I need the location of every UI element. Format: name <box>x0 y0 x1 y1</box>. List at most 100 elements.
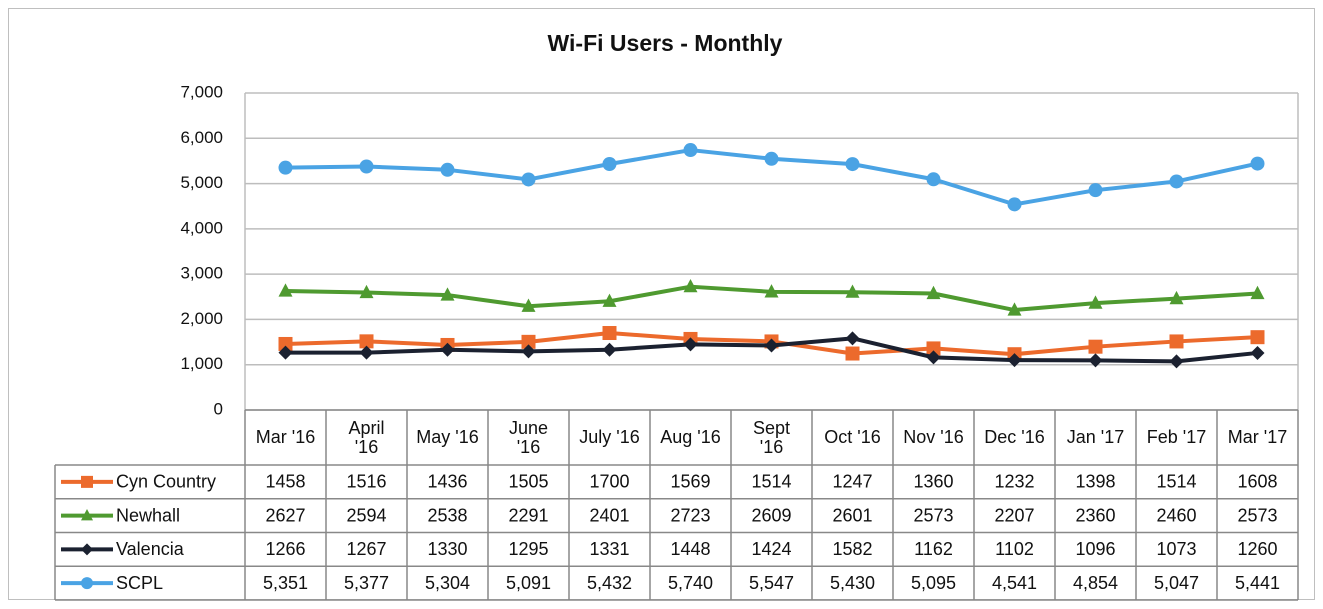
table-value: 1569 <box>670 472 710 492</box>
table-value: 2601 <box>832 505 872 525</box>
marker <box>521 298 536 312</box>
table-value: 4,854 <box>1073 573 1118 593</box>
marker <box>1250 285 1265 300</box>
x-tick-label: Jan '17 <box>1066 427 1125 447</box>
x-tick-label: Nov '16 <box>903 427 964 447</box>
legend-label: Cyn Country <box>116 472 216 492</box>
table-value: 1516 <box>346 472 386 492</box>
table-value: 1266 <box>265 539 305 559</box>
x-tick-label: Aug '16 <box>660 427 721 447</box>
table-value: 1582 <box>832 539 872 559</box>
marker <box>1088 353 1103 368</box>
marker <box>683 337 698 352</box>
table-value: 5,304 <box>425 573 470 593</box>
marker <box>926 341 941 356</box>
table-value: 1162 <box>914 539 953 559</box>
table-value: 5,095 <box>911 573 956 593</box>
table-value: 1448 <box>670 539 710 559</box>
table-value: 1247 <box>832 472 872 492</box>
table-value: 5,377 <box>344 573 389 593</box>
marker <box>1250 330 1265 345</box>
marker <box>521 172 536 187</box>
table-value: 2538 <box>427 505 467 525</box>
table-value: 5,351 <box>263 573 308 593</box>
table-value: 4,541 <box>992 573 1037 593</box>
marker <box>81 543 93 556</box>
marker <box>1007 353 1022 368</box>
table-value: 1331 <box>589 539 629 559</box>
y-tick-label: 5,000 <box>180 173 223 192</box>
marker <box>926 172 941 187</box>
x-tick-label: Feb '17 <box>1146 427 1207 447</box>
marker <box>1088 339 1103 354</box>
marker <box>683 143 698 158</box>
marker <box>81 509 93 521</box>
table-value: 2360 <box>1075 505 1115 525</box>
table-value: 1232 <box>994 472 1034 492</box>
table-value: 1096 <box>1075 539 1115 559</box>
legend-label: SCPL <box>116 573 163 593</box>
table-value: 2460 <box>1156 505 1196 525</box>
table-value: 5,430 <box>830 573 875 593</box>
x-tick-label: Dec '16 <box>984 427 1045 447</box>
marker <box>1169 334 1184 349</box>
table-value: 2627 <box>265 505 305 525</box>
table-value: 2401 <box>589 505 629 525</box>
table-value: 5,432 <box>587 573 632 593</box>
marker <box>1007 197 1022 212</box>
marker <box>440 162 455 177</box>
marker <box>926 285 941 300</box>
marker <box>278 336 293 351</box>
marker <box>521 334 536 349</box>
marker <box>278 160 293 175</box>
marker <box>764 284 779 298</box>
table-value: 1330 <box>427 539 467 559</box>
marker <box>1088 183 1103 198</box>
y-tick-label: 3,000 <box>180 264 223 283</box>
table-value: 1360 <box>913 472 953 492</box>
marker <box>1169 290 1184 305</box>
x-tick-label: Sept '16 <box>752 417 791 457</box>
table-value: 1505 <box>508 472 548 492</box>
table-value: 1398 <box>1075 472 1115 492</box>
marker <box>845 331 860 346</box>
table-value: 2594 <box>346 505 386 525</box>
marker <box>602 326 617 341</box>
marker <box>278 283 293 297</box>
x-tick-label: July '16 <box>579 427 640 447</box>
marker <box>602 342 617 357</box>
table-value: 1267 <box>346 539 386 559</box>
marker <box>1169 174 1184 189</box>
marker <box>81 577 93 590</box>
table-value: 5,047 <box>1154 573 1199 593</box>
table-value: 1514 <box>751 472 791 492</box>
y-tick-label: 0 <box>214 399 223 418</box>
marker <box>440 342 455 357</box>
table-value: 2573 <box>1237 505 1277 525</box>
table-value: 1260 <box>1237 539 1277 559</box>
table-value: 5,547 <box>749 573 794 593</box>
table-value: 1073 <box>1156 539 1196 559</box>
table-value: 1102 <box>995 539 1034 559</box>
y-tick-label: 6,000 <box>180 128 223 147</box>
marker <box>359 334 374 349</box>
x-tick-label: Mar '17 <box>1227 427 1288 447</box>
marker <box>764 338 779 353</box>
x-tick-label: May '16 <box>416 427 479 447</box>
x-tick-label: June '16 <box>508 417 549 457</box>
table-value: 2723 <box>670 505 710 525</box>
legend-label: Valencia <box>116 539 185 559</box>
y-tick-label: 1,000 <box>180 354 223 373</box>
x-tick-label: April '16 <box>348 417 385 457</box>
table-value: 1295 <box>508 539 548 559</box>
marker <box>1250 345 1265 360</box>
marker <box>926 350 941 365</box>
marker <box>359 284 374 299</box>
marker <box>845 346 860 361</box>
table-value: 2207 <box>994 505 1034 525</box>
marker <box>845 284 860 298</box>
table-value: 1424 <box>751 539 791 559</box>
marker <box>521 344 536 359</box>
marker <box>1088 295 1103 309</box>
